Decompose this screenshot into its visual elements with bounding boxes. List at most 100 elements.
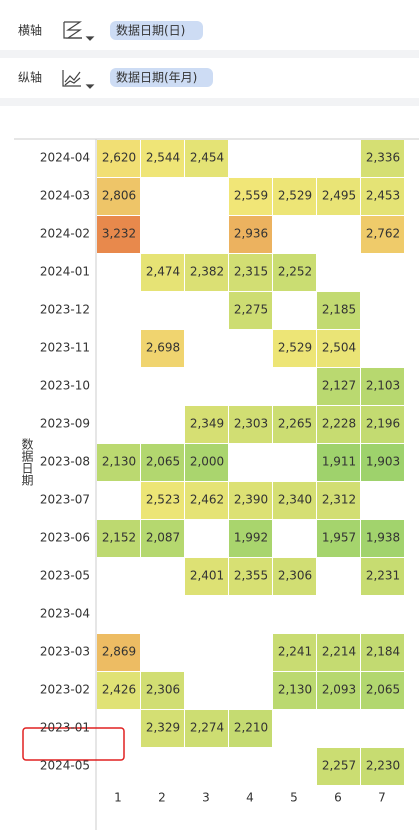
heat-cell xyxy=(317,634,360,671)
row-label: 2024-03 xyxy=(40,189,90,203)
x-field: 数据日期(日) xyxy=(116,23,185,38)
heat-cell xyxy=(141,672,184,709)
heat-cell xyxy=(361,178,404,215)
heat-cell xyxy=(185,558,228,595)
cell-label: 2,401 xyxy=(190,569,224,583)
cell-label: 2,454 xyxy=(190,151,224,165)
cell-label: 2,762 xyxy=(366,227,400,241)
cell-label: 2,936 xyxy=(234,227,268,241)
column-label: 1 xyxy=(114,791,122,805)
row-label: 2023-12 xyxy=(40,303,90,317)
cell-label: 2,275 xyxy=(234,303,268,317)
y-field: 数据日期(年月) xyxy=(116,70,197,85)
heat-cell xyxy=(361,748,404,785)
heat-cell xyxy=(185,140,228,177)
cell-label: 2,210 xyxy=(234,721,268,735)
heat-cell xyxy=(361,368,404,405)
heat-cell xyxy=(317,672,360,709)
heat-cell xyxy=(141,710,184,747)
heat-cell xyxy=(141,482,184,519)
cell-label: 2,336 xyxy=(366,151,400,165)
cell-label: 2,529 xyxy=(278,189,312,203)
heat-cell xyxy=(229,292,272,329)
cell-label: 2,230 xyxy=(366,759,400,773)
row-label: 2023-02 xyxy=(40,683,90,697)
heat-cell xyxy=(273,406,316,443)
row-label: 2024-05 xyxy=(40,759,90,773)
heat-cell xyxy=(229,482,272,519)
column-label: 3 xyxy=(202,791,210,805)
row-label: 2023-10 xyxy=(40,379,90,393)
heat-cell xyxy=(185,406,228,443)
heat-cell xyxy=(97,634,140,671)
row-label: 2023-09 xyxy=(40,417,90,431)
cell-label: 2,184 xyxy=(366,645,400,659)
heat-cell xyxy=(273,178,316,215)
cell-label: 1,903 xyxy=(366,455,400,469)
cell-label: 2,504 xyxy=(322,341,356,355)
row-label: 2023-06 xyxy=(40,531,90,545)
cell-label: 2,087 xyxy=(146,531,180,545)
cell-label: 2,130 xyxy=(278,683,312,697)
cell-label: 2,355 xyxy=(234,569,268,583)
heat-cell xyxy=(273,482,316,519)
cell-label: 2,231 xyxy=(366,569,400,583)
heat-cell xyxy=(361,634,404,671)
separator xyxy=(0,50,419,58)
y-chart-icon[interactable] xyxy=(62,70,95,89)
field-pill[interactable] xyxy=(110,68,213,87)
cell-label: 2,065 xyxy=(366,683,400,697)
x-axis-label: 横轴 xyxy=(18,23,42,38)
cell-label: 2,306 xyxy=(278,569,312,583)
row-label: 2023-04 xyxy=(40,607,90,621)
cell-label: 2,257 xyxy=(322,759,356,773)
cell-label: 1,938 xyxy=(366,531,400,545)
heat-cell xyxy=(141,520,184,557)
heat-cell xyxy=(185,710,228,747)
cell-label: 2,315 xyxy=(234,265,268,279)
cell-label: 3,232 xyxy=(102,227,136,241)
heat-cell xyxy=(317,178,360,215)
cell-label: 2,349 xyxy=(190,417,224,431)
heat-cell xyxy=(273,254,316,291)
heat-cell xyxy=(361,520,404,557)
y-title: 数据日期 xyxy=(20,437,34,486)
cell-label: 2,426 xyxy=(102,683,136,697)
heat-cell xyxy=(141,140,184,177)
heat-cell xyxy=(361,558,404,595)
row-label: 2023-05 xyxy=(40,569,90,583)
cell-label: 2,093 xyxy=(322,683,356,697)
heat-cell xyxy=(361,216,404,253)
cell-label: 2,127 xyxy=(322,379,356,393)
heat-cell xyxy=(273,330,316,367)
cell-label: 2,274 xyxy=(190,721,224,735)
column-label: 2 xyxy=(158,791,166,805)
heat-cell xyxy=(317,520,360,557)
cell-label: 1,957 xyxy=(322,531,356,545)
heat-cell xyxy=(317,406,360,443)
field-pill[interactable] xyxy=(110,21,203,40)
cell-label: 2,306 xyxy=(146,683,180,697)
cell-label: 1,911 xyxy=(322,455,356,469)
cell-label: 2,152 xyxy=(102,531,136,545)
cell-label: 2,265 xyxy=(278,417,312,431)
highlight-box xyxy=(22,727,125,761)
column-label: 7 xyxy=(378,791,386,805)
cell-label: 2,000 xyxy=(190,455,224,469)
y-axis-label: 纵轴 xyxy=(18,70,42,85)
cell-label: 2,214 xyxy=(322,645,356,659)
cell-label: 2,523 xyxy=(146,493,180,507)
x-chart-icon[interactable] xyxy=(63,21,95,41)
heat-cell xyxy=(185,482,228,519)
heat-cell xyxy=(229,520,272,557)
cell-label: 2,559 xyxy=(234,189,268,203)
cell-label: 2,869 xyxy=(102,645,136,659)
column-label: 5 xyxy=(290,791,298,805)
heat-cell xyxy=(361,672,404,709)
heat-cell xyxy=(97,520,140,557)
cell-label: 2,462 xyxy=(190,493,224,507)
heat-cell xyxy=(361,406,404,443)
cell-label: 2,529 xyxy=(278,341,312,355)
